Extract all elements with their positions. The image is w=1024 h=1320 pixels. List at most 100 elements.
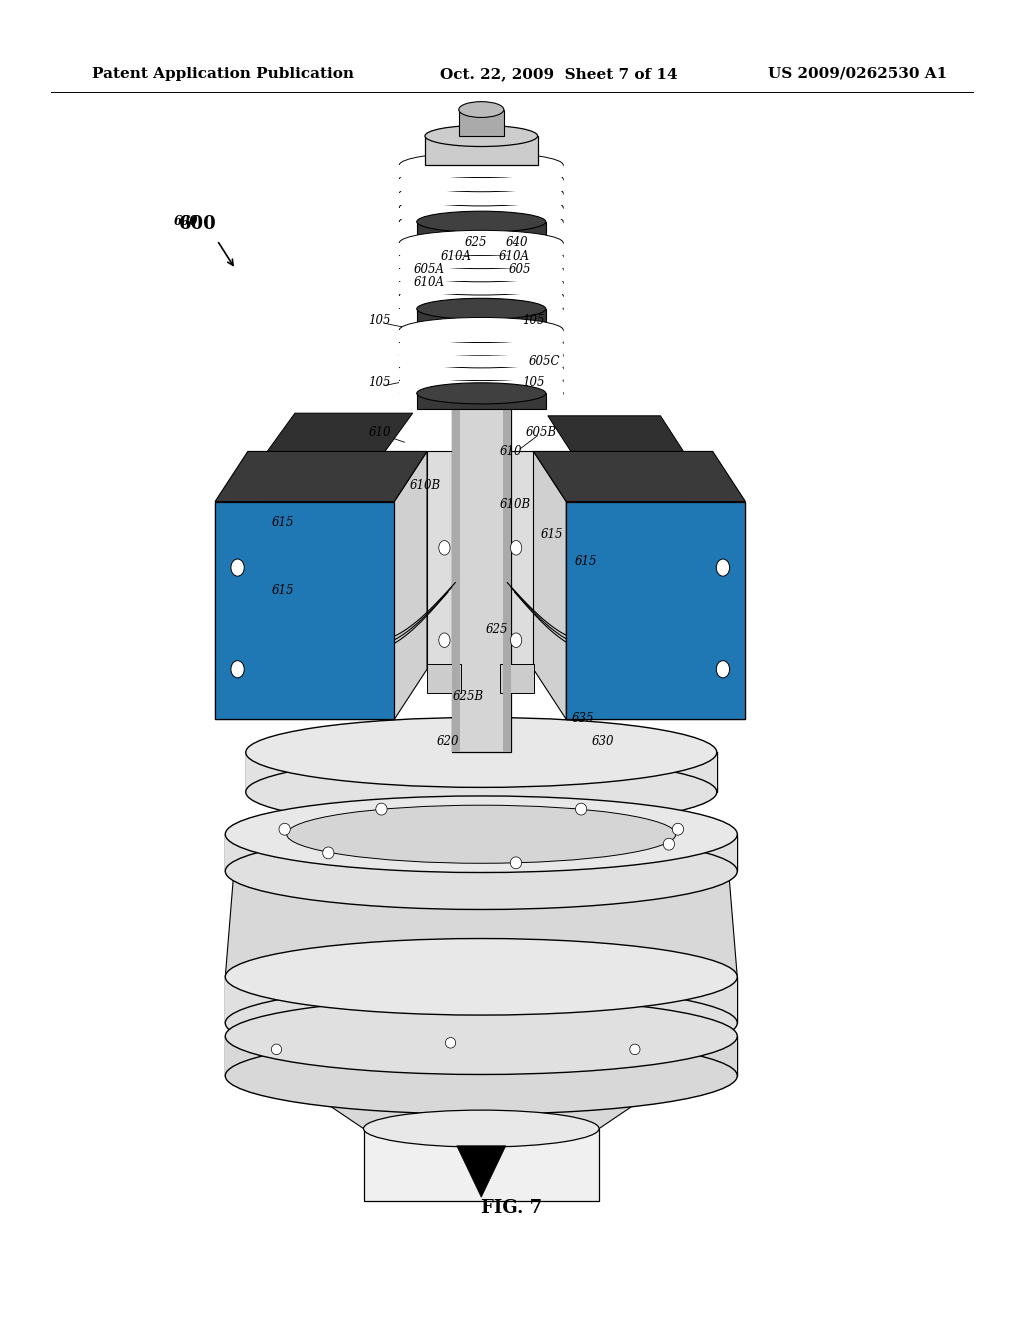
Ellipse shape [399,181,563,206]
Bar [503,376,511,752]
Ellipse shape [225,833,737,909]
Text: 610B: 610B [500,498,530,511]
Ellipse shape [376,803,387,814]
Ellipse shape [230,558,244,576]
Ellipse shape [399,343,563,368]
Bar [225,834,737,871]
Ellipse shape [225,1038,737,1114]
Text: 105: 105 [522,314,545,327]
Bar [417,309,546,330]
Text: 635: 635 [571,711,594,725]
Bar [399,269,563,281]
Ellipse shape [575,803,587,814]
Ellipse shape [399,195,563,220]
Bar [399,243,563,255]
Text: Patent Application Publication: Patent Application Publication [92,67,354,81]
Bar [399,180,563,191]
Ellipse shape [417,383,546,404]
Ellipse shape [246,758,717,826]
Polygon shape [427,451,461,669]
Bar [215,502,394,719]
Text: 625: 625 [485,623,508,636]
Ellipse shape [287,805,676,863]
Ellipse shape [399,153,563,177]
Polygon shape [256,1056,707,1129]
Ellipse shape [246,718,717,787]
Text: 640: 640 [506,236,528,249]
Polygon shape [534,451,566,719]
Bar [573,455,686,568]
Bar [399,296,563,308]
Bar [225,977,737,1023]
Ellipse shape [438,541,450,556]
Ellipse shape [364,1110,599,1147]
Ellipse shape [399,330,563,355]
Bar [246,752,717,792]
Ellipse shape [417,211,546,232]
Ellipse shape [399,244,563,269]
Polygon shape [225,851,737,977]
Bar [566,502,745,719]
Bar [399,330,563,342]
Text: 610: 610 [369,426,391,440]
Ellipse shape [445,1038,456,1048]
Bar [399,309,563,321]
Text: 600: 600 [174,215,199,228]
Ellipse shape [230,660,244,678]
Bar [417,393,546,409]
Bar [399,165,563,177]
Text: 105: 105 [522,376,545,389]
Bar [399,222,563,234]
Ellipse shape [673,824,684,836]
Bar [215,502,394,719]
Text: 605: 605 [509,263,531,276]
Polygon shape [394,451,427,719]
Polygon shape [548,416,686,455]
Bar [266,453,384,574]
Ellipse shape [225,796,737,873]
Polygon shape [266,413,413,453]
Ellipse shape [510,857,521,869]
Text: 610A: 610A [499,249,529,263]
Ellipse shape [438,632,450,647]
Ellipse shape [417,298,546,319]
Text: 610A: 610A [414,276,444,289]
Ellipse shape [323,847,334,859]
Text: 605B: 605B [525,426,556,440]
Ellipse shape [399,231,563,256]
Ellipse shape [459,102,504,117]
Text: 620: 620 [436,735,459,748]
Text: 610: 610 [500,445,522,458]
Text: 605A: 605A [414,263,444,276]
Text: 615: 615 [271,516,294,529]
Ellipse shape [664,838,675,850]
Bar [399,393,563,405]
Bar [399,207,563,219]
Ellipse shape [225,998,737,1074]
Bar [427,664,461,693]
Ellipse shape [254,564,350,669]
Bar [399,256,563,268]
Bar [399,194,563,206]
Bar [452,376,511,752]
Text: 105: 105 [369,376,391,389]
Ellipse shape [399,318,563,342]
Ellipse shape [236,544,369,689]
Ellipse shape [592,544,725,689]
Bar [225,1036,737,1076]
Ellipse shape [399,271,563,296]
Ellipse shape [399,166,563,191]
Text: 610A: 610A [440,249,471,263]
Ellipse shape [399,284,563,309]
Ellipse shape [399,209,563,235]
Ellipse shape [717,558,729,576]
Bar [399,380,563,392]
Text: Oct. 22, 2009  Sheet 7 of 14: Oct. 22, 2009 Sheet 7 of 14 [440,67,678,81]
Ellipse shape [510,632,521,647]
Ellipse shape [225,939,737,1015]
Polygon shape [534,451,745,502]
Text: 625B: 625B [453,690,483,704]
Bar [399,368,563,380]
Bar [566,502,745,719]
Polygon shape [457,1146,506,1197]
